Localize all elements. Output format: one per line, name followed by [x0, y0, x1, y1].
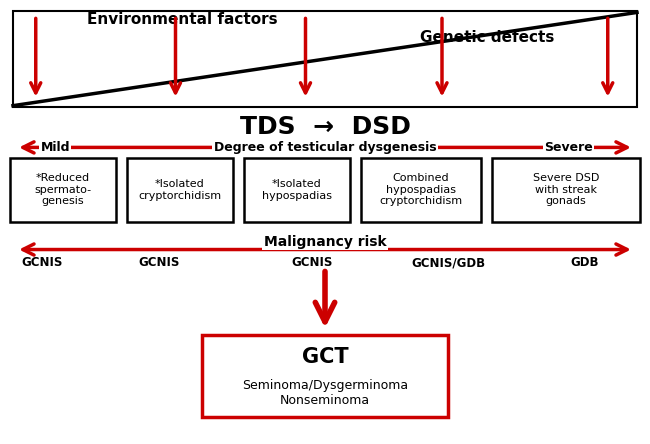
- Text: *Isolated
hypospadias: *Isolated hypospadias: [262, 179, 332, 201]
- Text: Seminoma/Dysgerminoma
Nonseminoma: Seminoma/Dysgerminoma Nonseminoma: [242, 379, 408, 407]
- Text: Genetic defects: Genetic defects: [421, 30, 554, 45]
- Text: GDB: GDB: [571, 256, 599, 270]
- Text: Environmental factors: Environmental factors: [86, 12, 278, 28]
- Text: Mild: Mild: [40, 141, 70, 154]
- Text: GCNIS/GDB: GCNIS/GDB: [411, 256, 486, 270]
- FancyBboxPatch shape: [361, 158, 481, 222]
- Text: TDS  →  DSD: TDS → DSD: [240, 115, 410, 139]
- Text: Severe DSD
with streak
gonads: Severe DSD with streak gonads: [533, 173, 599, 206]
- FancyBboxPatch shape: [202, 335, 448, 417]
- Text: *Reduced
spermato-
genesis: *Reduced spermato- genesis: [34, 173, 91, 206]
- FancyBboxPatch shape: [13, 11, 637, 107]
- Text: Degree of testicular dysgenesis: Degree of testicular dysgenesis: [214, 141, 436, 154]
- FancyBboxPatch shape: [244, 158, 350, 222]
- Text: *Isolated
cryptorchidism: *Isolated cryptorchidism: [138, 179, 221, 201]
- Text: GCT: GCT: [302, 347, 348, 367]
- FancyBboxPatch shape: [492, 158, 640, 222]
- Text: Severe: Severe: [545, 141, 593, 154]
- Text: Malignancy risk: Malignancy risk: [264, 235, 386, 249]
- Text: GCNIS: GCNIS: [21, 256, 63, 270]
- FancyBboxPatch shape: [127, 158, 233, 222]
- Text: GCNIS: GCNIS: [138, 256, 180, 270]
- FancyBboxPatch shape: [10, 158, 116, 222]
- Text: GCNIS: GCNIS: [291, 256, 333, 270]
- Text: Combined
hypospadias
cryptorchidism: Combined hypospadias cryptorchidism: [380, 173, 462, 206]
